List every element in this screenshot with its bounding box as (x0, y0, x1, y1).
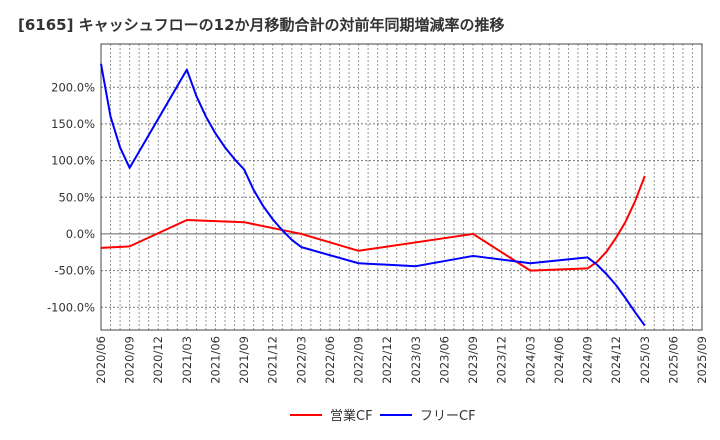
x-tick-label: 2023/09 (466, 336, 480, 384)
x-tick-label: 2020/12 (151, 336, 165, 384)
y-tick-label: 0.0% (66, 227, 95, 241)
x-tick-label: 2023/03 (409, 336, 423, 384)
x-tick-label: 2023/06 (437, 336, 451, 384)
chart-title: [6165] キャッシュフローの12か月移動合計の対前年同期増減率の推移 (18, 16, 505, 34)
y-tick-label: 150.0% (51, 117, 95, 131)
x-tick-label: 2024/12 (609, 336, 623, 384)
legend-label: 営業CF (330, 408, 373, 424)
x-tick-label: 2021/06 (208, 336, 222, 384)
series-line-free-cf (100, 63, 646, 327)
x-tick-label: 2022/06 (323, 336, 337, 384)
plot-border (100, 43, 703, 331)
x-tick-label: 2020/06 (94, 336, 108, 384)
y-tick-label: 50.0% (58, 190, 95, 204)
x-tick-label: 2022/09 (352, 336, 366, 384)
x-tick-label: 2024/06 (552, 336, 566, 384)
y-tick-label: 200.0% (51, 80, 95, 94)
y-tick-label: -100.0% (47, 300, 95, 314)
x-tick-label: 2021/09 (237, 336, 251, 384)
x-tick-label: 2022/03 (294, 336, 308, 384)
x-tick-label: 2025/03 (638, 336, 652, 384)
series-line-operating-cf (100, 175, 646, 272)
legend-label: フリーCF (420, 409, 476, 424)
x-tick-label: 2024/09 (581, 336, 595, 384)
x-tick-label: 2020/09 (123, 336, 137, 384)
x-tick-label: 2021/03 (180, 336, 194, 384)
x-tick-label: 2023/12 (495, 336, 509, 384)
x-tick-label: 2024/03 (523, 336, 537, 384)
x-tick-label: 2025/06 (666, 336, 680, 384)
x-tick-label: 2025/09 (695, 336, 709, 384)
y-tick-label: -50.0% (54, 264, 95, 278)
x-tick-label: 2022/12 (380, 336, 394, 384)
y-tick-label: 100.0% (51, 154, 95, 168)
x-tick-label: 2021/12 (266, 336, 280, 384)
